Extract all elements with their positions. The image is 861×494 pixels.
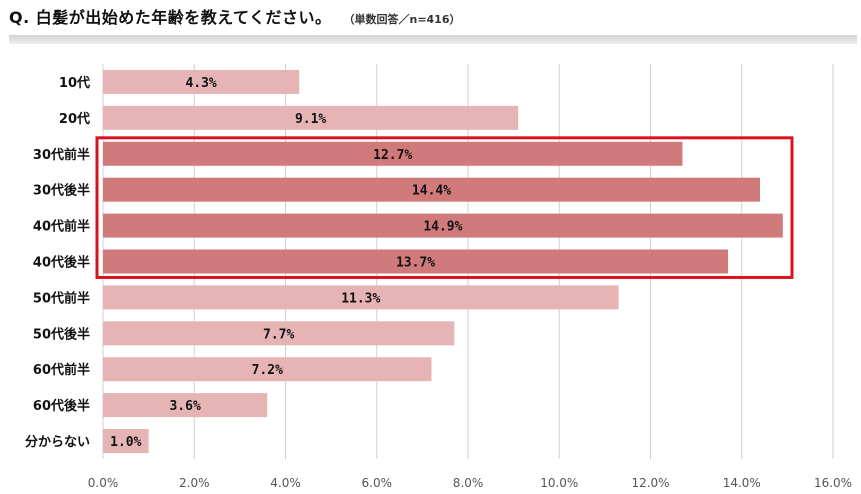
bar bbox=[103, 249, 729, 274]
category-label: 10代 bbox=[59, 75, 90, 91]
data-label: 12.7% bbox=[373, 148, 412, 163]
data-label: 3.6% bbox=[169, 399, 200, 414]
data-label: 7.2% bbox=[252, 363, 283, 378]
x-tick-label: 8.0% bbox=[453, 476, 484, 490]
x-tick-label: 16.0% bbox=[814, 476, 852, 490]
data-label: 14.9% bbox=[423, 220, 462, 235]
bar bbox=[103, 357, 432, 382]
category-label: 60代前半 bbox=[33, 362, 90, 378]
bar bbox=[103, 69, 300, 94]
category-label: 40代後半 bbox=[33, 255, 90, 271]
x-tick-label: 14.0% bbox=[723, 476, 761, 490]
bar bbox=[103, 285, 619, 310]
category-label: 40代前半 bbox=[33, 219, 90, 235]
chart-subtitle: （単数回答／n=416） bbox=[343, 13, 461, 26]
bar bbox=[103, 393, 268, 418]
data-label: 13.7% bbox=[396, 256, 435, 271]
bar bbox=[103, 321, 455, 346]
data-label: 11.3% bbox=[341, 291, 380, 306]
bar bbox=[103, 105, 519, 130]
data-label: 7.7% bbox=[263, 327, 294, 342]
category-label: 30代後半 bbox=[33, 183, 90, 199]
data-label: 14.4% bbox=[412, 184, 451, 199]
chart-title: Q. 白髪が出始めた年齢を教えてください。 bbox=[9, 8, 332, 27]
chart-title-row: Q. 白髪が出始めた年齢を教えてください。 （単数回答／n=416） bbox=[9, 4, 461, 32]
x-tick-label: 0.0% bbox=[88, 476, 119, 490]
x-tick-label: 10.0% bbox=[540, 476, 578, 490]
highlight-frame bbox=[95, 136, 794, 279]
category-label: 60代後半 bbox=[33, 398, 90, 414]
bar bbox=[103, 429, 149, 454]
category-label: 分からない bbox=[25, 434, 90, 450]
data-label: 1.0% bbox=[110, 435, 141, 450]
title-divider bbox=[9, 35, 857, 44]
data-label: 9.1% bbox=[295, 112, 326, 127]
category-label: 50代前半 bbox=[33, 290, 90, 306]
x-tick-label: 6.0% bbox=[362, 476, 393, 490]
category-label: 20代 bbox=[59, 111, 90, 127]
category-label: 30代前半 bbox=[33, 147, 90, 163]
x-tick-label: 2.0% bbox=[179, 476, 210, 490]
bar bbox=[103, 177, 760, 202]
category-label: 50代後半 bbox=[33, 326, 90, 342]
bar bbox=[103, 213, 783, 238]
bar bbox=[103, 141, 683, 166]
x-tick-label: 4.0% bbox=[270, 476, 301, 490]
data-label: 4.3% bbox=[185, 76, 216, 91]
x-tick-label: 12.0% bbox=[631, 476, 669, 490]
